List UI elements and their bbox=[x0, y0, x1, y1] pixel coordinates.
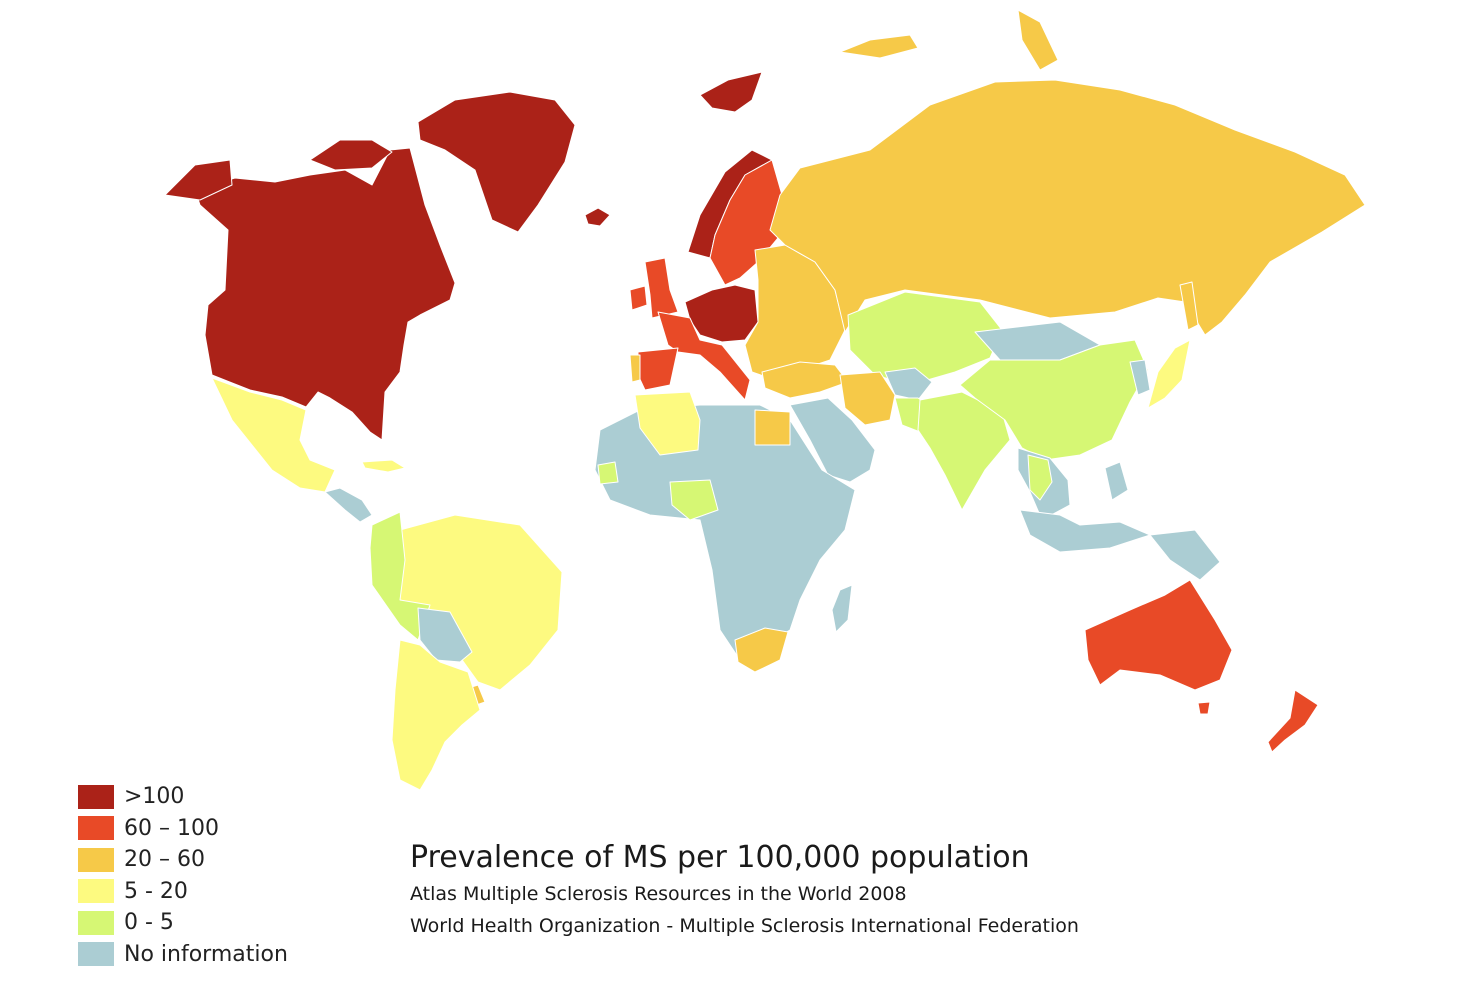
legend-item-20-60: 20 – 60 bbox=[78, 844, 288, 876]
map-region bbox=[754, 409, 791, 446]
map-region bbox=[629, 354, 641, 383]
map-region bbox=[699, 71, 763, 113]
legend-label: 20 – 60 bbox=[124, 847, 205, 873]
caption-block: Prevalence of MS per 100,000 population … bbox=[410, 838, 1079, 942]
map-region bbox=[361, 459, 406, 473]
map-legend: >100 60 – 100 20 – 60 5 - 20 0 - 5 No in… bbox=[78, 781, 288, 970]
map-region bbox=[164, 159, 233, 201]
map-region bbox=[417, 607, 473, 663]
legend-label: 0 - 5 bbox=[124, 910, 174, 936]
map-region bbox=[847, 291, 1003, 386]
map-region bbox=[417, 91, 576, 233]
legend-swatch bbox=[78, 816, 114, 841]
map-region bbox=[1147, 339, 1191, 409]
map-region bbox=[1084, 579, 1233, 691]
map-region bbox=[734, 627, 789, 673]
map-region bbox=[1179, 281, 1199, 331]
legend-item-0-5: 0 - 5 bbox=[78, 907, 288, 939]
map-region bbox=[1129, 359, 1151, 396]
legend-swatch bbox=[78, 942, 114, 967]
map-subtitle-line: Atlas Multiple Sclerosis Resources in th… bbox=[410, 883, 907, 905]
legend-item-gt100: >100 bbox=[78, 781, 288, 813]
map-region bbox=[391, 639, 481, 791]
legend-swatch bbox=[78, 784, 114, 809]
map-region bbox=[959, 339, 1149, 461]
map-region bbox=[324, 487, 373, 523]
map-region bbox=[594, 404, 856, 661]
map-region bbox=[669, 479, 719, 521]
map-region bbox=[309, 139, 393, 171]
map-region bbox=[1267, 689, 1319, 753]
map-region bbox=[831, 584, 853, 633]
map-region bbox=[1027, 454, 1053, 501]
map-region bbox=[1104, 461, 1129, 501]
map-region bbox=[884, 367, 933, 401]
legend-label: 5 - 20 bbox=[124, 878, 188, 904]
map-region bbox=[629, 285, 648, 311]
legend-item-60-100: 60 – 100 bbox=[78, 813, 288, 845]
map-region bbox=[634, 391, 701, 456]
map-region bbox=[1149, 529, 1221, 581]
legend-item-no-information: No information bbox=[78, 939, 288, 971]
map-region bbox=[644, 257, 679, 319]
legend-label: >100 bbox=[124, 784, 185, 810]
legend-swatch bbox=[78, 910, 114, 935]
map-region bbox=[1019, 509, 1151, 553]
map-region bbox=[839, 34, 919, 59]
legend-swatch bbox=[78, 879, 114, 904]
legend-label: 60 – 100 bbox=[124, 815, 219, 841]
map-region bbox=[637, 347, 679, 391]
map-region bbox=[1017, 9, 1059, 71]
map-region bbox=[684, 284, 759, 343]
legend-item-5-20: 5 - 20 bbox=[78, 876, 288, 908]
map-region bbox=[761, 361, 849, 399]
map-region bbox=[1197, 701, 1211, 715]
map-region bbox=[584, 207, 611, 227]
map-region bbox=[789, 397, 876, 483]
map-region bbox=[194, 147, 456, 441]
map-region bbox=[839, 371, 896, 426]
map-region bbox=[597, 461, 619, 485]
map-title: Prevalence of MS per 100,000 population bbox=[410, 840, 1030, 875]
legend-label: No information bbox=[124, 941, 288, 967]
map-subtitle-line: World Health Organization - Multiple Scl… bbox=[410, 915, 1079, 937]
legend-swatch bbox=[78, 847, 114, 872]
map-region bbox=[211, 377, 336, 493]
map-region bbox=[769, 79, 1366, 336]
